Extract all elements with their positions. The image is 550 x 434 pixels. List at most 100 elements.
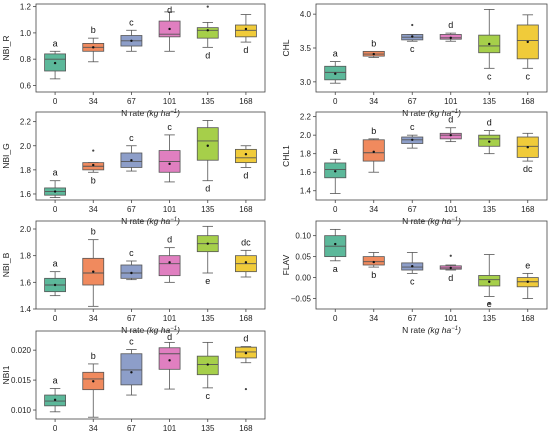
box[interactable] [235,148,257,164]
box[interactable] [120,353,143,386]
box-group-34[interactable]: b [362,126,385,173]
box-group-135[interactable]: c [478,9,501,81]
mean-point [168,27,171,31]
mean-point [244,261,248,264]
box-group-34[interactable]: b [82,149,105,185]
y-tick-label: 1.0 [20,29,32,38]
plot-frame [35,220,266,310]
significance-letter: d [487,118,492,128]
box-group-0[interactable]: a [324,228,347,274]
box-group-0[interactable]: a [44,38,66,80]
x-tick-label: 0 [53,97,58,106]
box-group-101[interactable]: d [158,5,181,52]
box-group-101[interactable]: d [158,332,181,390]
significance-letter: dc [523,164,533,174]
box-group-168[interactable]: dc [516,132,539,174]
y-axis-label: FLAV [281,254,291,275]
box-group-67[interactable]: c [120,133,143,172]
box-group-34[interactable]: b [362,252,385,280]
box-group-101[interactable]: d [439,115,462,143]
y-axis-label: CHL1 [281,145,291,167]
mean-point [168,162,171,166]
significance-letter: b [91,351,96,361]
box-group-168[interactable]: dc [235,237,257,278]
box-group-168[interactable]: d [235,145,257,181]
mean-point [411,138,414,141]
outlier-point [206,5,209,8]
box-group-34[interactable]: b [82,227,105,307]
box-group-34[interactable]: b [82,351,105,418]
box-group-135[interactable]: c [196,341,219,401]
x-tick-label: 34 [369,205,378,214]
x-tick-label: 34 [369,314,378,323]
box-group-0[interactable]: a [324,146,347,194]
significance-letter: c [410,276,415,286]
box-group-67[interactable]: c [120,248,143,281]
mean-point [411,265,414,268]
significance-letter: c [167,122,172,132]
x-tick-label: 101 [163,314,177,323]
box-group-101[interactable]: c [158,122,181,183]
box-group-168[interactable]: d [235,14,257,56]
box-group-67[interactable]: c [401,252,424,286]
box-group-135[interactable]: d [478,118,501,155]
box-group-135[interactable]: d [196,5,219,61]
mean-point [526,146,529,149]
significance-letter: d [205,50,210,60]
box-group-34[interactable]: b [362,38,385,58]
y-tick-label: 0.6 [20,81,32,90]
box-group-34[interactable]: b [82,25,105,63]
y-tick-label: 2.0 [300,131,312,140]
y-axis-label: CHL [281,39,291,56]
box-group-67[interactable]: c [120,17,143,52]
y-tick-label: 1.6 [20,278,32,287]
y-tick-label: 2.0 [20,142,32,151]
box-group-101[interactable]: d [439,254,462,283]
box-group-101[interactable]: d [158,235,181,283]
box-group-168[interactable]: e [516,260,539,299]
x-tick-label: 67 [408,97,417,106]
box-group-0[interactable]: a [44,168,66,198]
significance-letter: a [53,375,58,385]
mean-point [53,398,57,402]
box-group-67[interactable]: c [120,337,143,396]
mean-point [488,42,491,46]
x-tick-label: 101 [163,97,177,106]
x-tick-label: 135 [483,314,497,323]
box[interactable] [196,27,219,39]
box[interactable] [158,347,181,370]
box-group-135[interactable]: d [196,120,219,194]
panel-nbi-g: 1.6 1.8 2.0 2.2 NBI_G 0 34 67 101 135 168 N rate (k… [1,111,266,226]
box[interactable] [235,24,257,38]
box-group-168[interactable]: d [235,334,257,391]
y-tick-label: 0.00 [295,274,311,283]
box-group-135[interactable]: e [478,254,501,309]
plot-frame [315,3,548,93]
box[interactable] [120,264,143,279]
y-tick-label: 0.8 [20,55,32,64]
significance-letter: c [129,17,134,27]
box[interactable] [362,256,385,266]
mean-point [372,52,375,56]
significance-letter: b [371,270,376,280]
box[interactable] [362,139,385,162]
significance-letter: a [333,146,338,156]
box-group-0[interactable]: a [44,259,66,297]
box-group-67[interactable]: c [401,122,424,149]
box-group-0[interactable]: a [324,49,347,84]
box-group-67[interactable]: c [401,23,424,54]
box-group-135[interactable]: e [196,225,219,286]
significance-letter: a [53,168,58,178]
box-group-101[interactable]: d [439,20,462,42]
mean-point [372,260,375,264]
significance-letter: dc [241,237,251,247]
box[interactable] [196,127,219,161]
box-group-168[interactable]: c [516,14,539,81]
mean-point [92,380,95,383]
box-group-0[interactable]: a [44,375,66,413]
mean-point [372,150,375,154]
x-tick-label: 168 [239,205,253,214]
box[interactable] [158,255,181,277]
